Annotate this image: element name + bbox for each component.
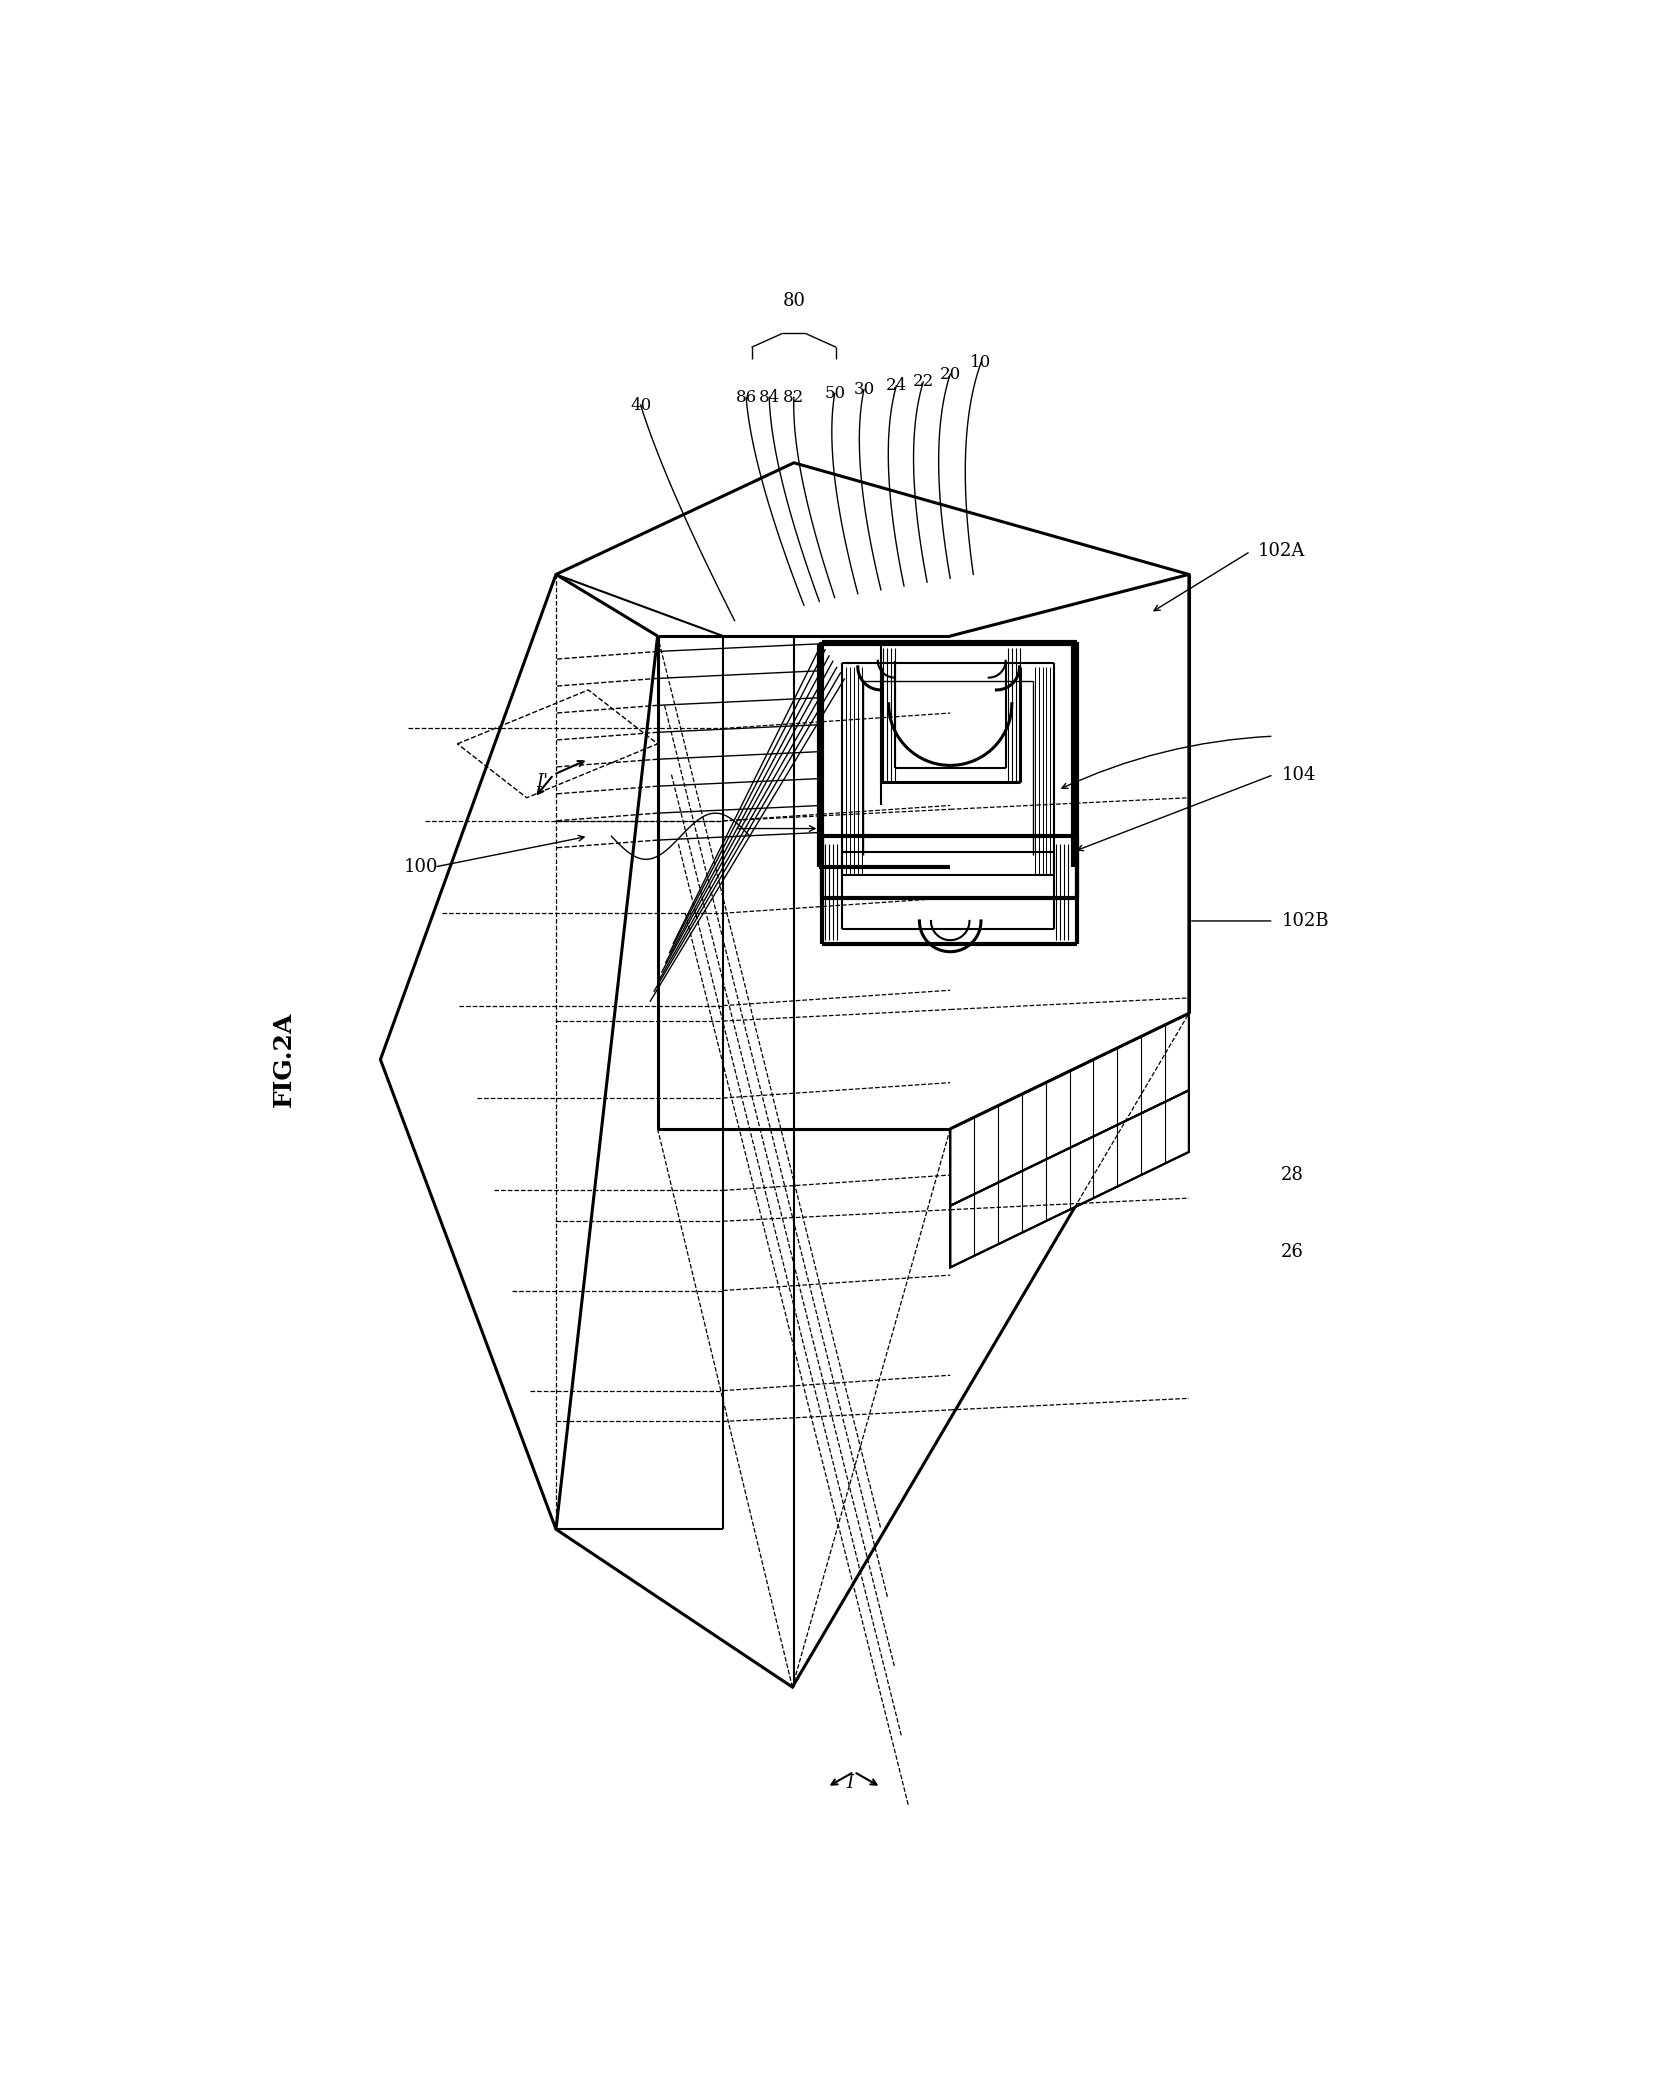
Text: 82: 82 (783, 389, 804, 406)
Text: 10: 10 (970, 354, 991, 370)
Text: 30: 30 (854, 381, 874, 397)
Text: 20: 20 (940, 366, 962, 383)
Text: 40: 40 (631, 397, 652, 414)
Text: 50: 50 (824, 385, 846, 402)
Text: FIG.2A: FIG.2A (271, 1013, 296, 1107)
Text: I': I' (536, 774, 548, 791)
Text: 86: 86 (735, 389, 756, 406)
Text: 100: 100 (404, 858, 439, 877)
Polygon shape (950, 1013, 1188, 1205)
Text: 24: 24 (885, 377, 907, 393)
Polygon shape (950, 1090, 1188, 1268)
Text: 80: 80 (783, 293, 806, 310)
Text: 22: 22 (912, 374, 933, 391)
Text: 104: 104 (1281, 766, 1316, 784)
Text: 28: 28 (1281, 1165, 1304, 1184)
Text: 102B: 102B (1281, 912, 1329, 931)
Text: 102A: 102A (1258, 542, 1306, 561)
Text: I: I (847, 1774, 854, 1793)
Text: 84: 84 (758, 389, 780, 406)
Text: 26: 26 (1281, 1243, 1304, 1261)
